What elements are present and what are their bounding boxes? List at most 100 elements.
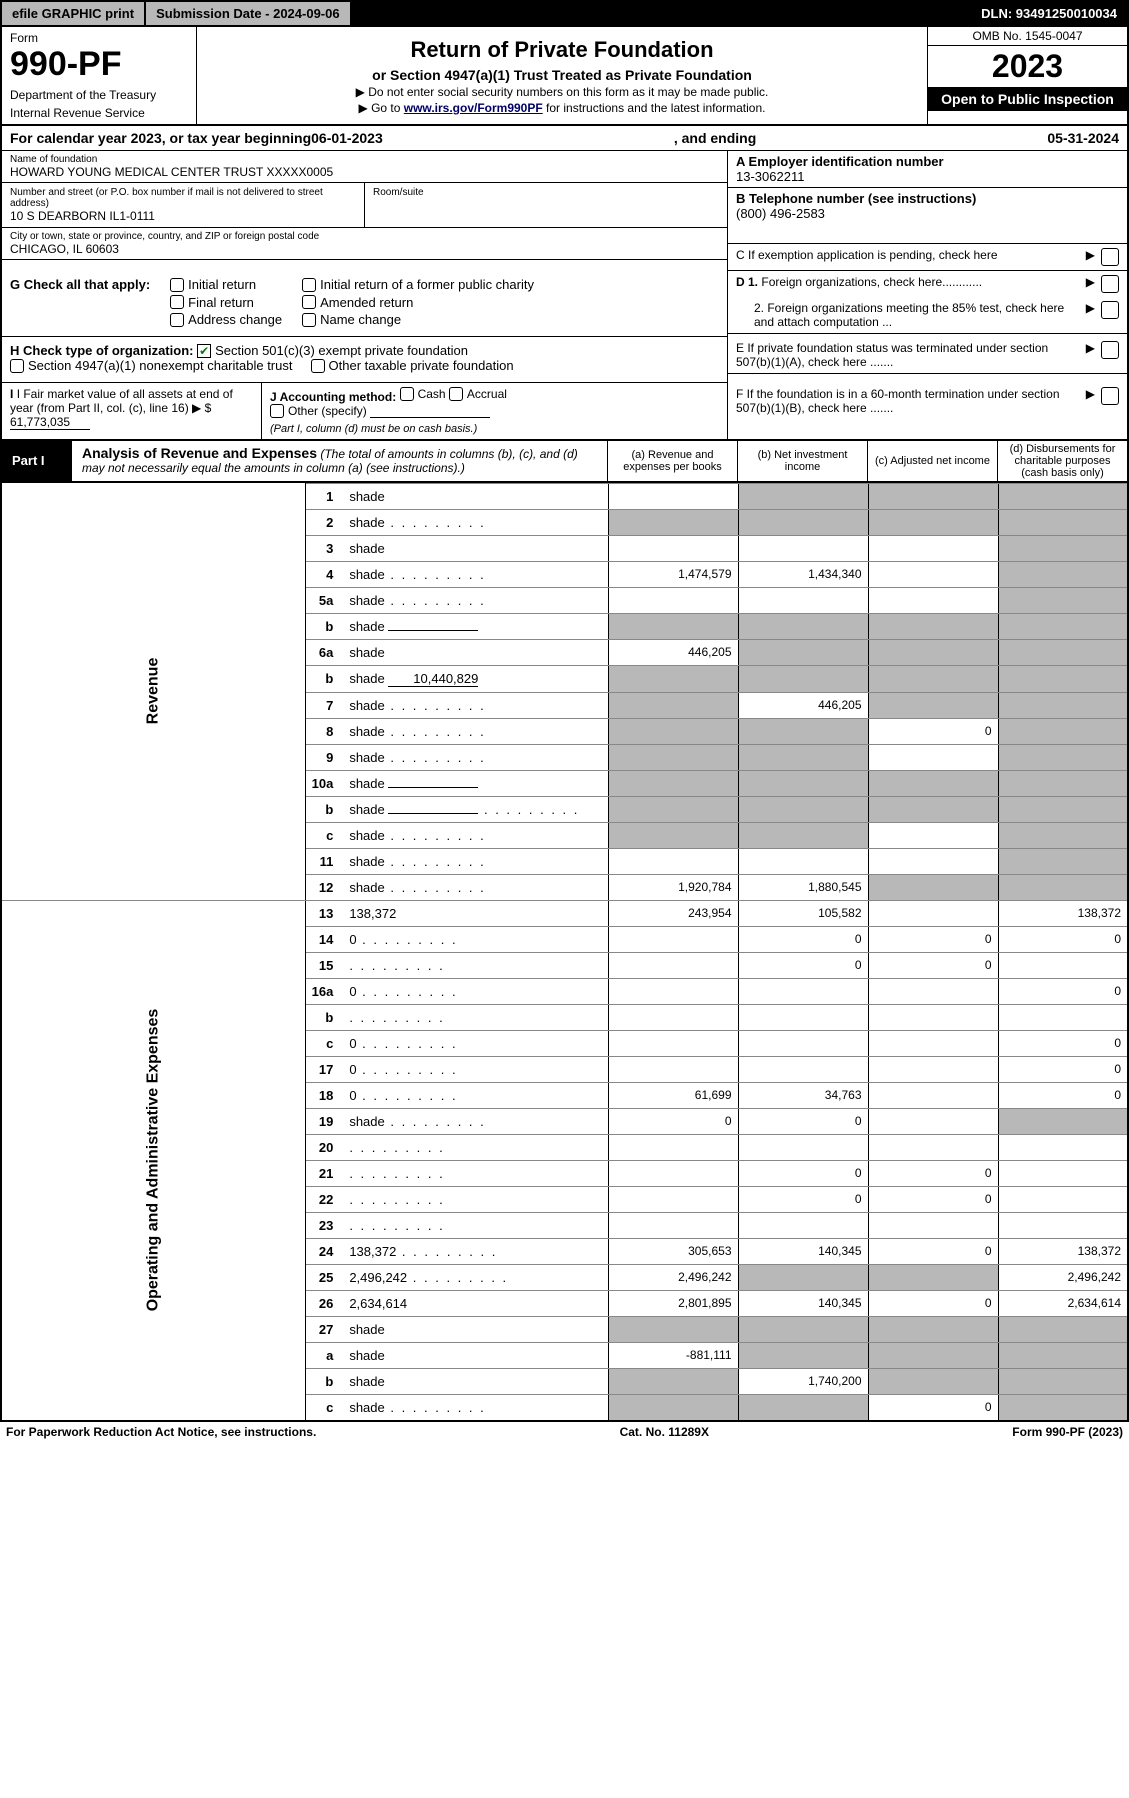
footer-left: For Paperwork Reduction Act Notice, see … xyxy=(6,1425,316,1439)
cell-shaded xyxy=(998,613,1128,639)
table-row: Revenue1shade xyxy=(1,483,1128,509)
cell-shaded xyxy=(608,692,738,718)
cell-value xyxy=(608,1056,738,1082)
line-desc: shade xyxy=(343,874,608,900)
line-desc: shade xyxy=(343,692,608,718)
cell-value xyxy=(608,587,738,613)
cell-shaded xyxy=(998,1394,1128,1421)
e-box: E If private foundation status was termi… xyxy=(727,337,1127,383)
cell-value xyxy=(998,1134,1128,1160)
h-501c3-checkbox[interactable]: ✔ xyxy=(197,344,211,358)
j-cash-checkbox[interactable] xyxy=(400,387,414,401)
cell-value xyxy=(868,744,998,770)
cell-value: 0 xyxy=(868,952,998,978)
cell-shaded xyxy=(738,1342,868,1368)
f-checkbox[interactable] xyxy=(1101,387,1119,405)
d2-row: 2. Foreign organizations meeting the 85%… xyxy=(728,297,1127,334)
cell-shaded xyxy=(868,1342,998,1368)
cell-value: 61,699 xyxy=(608,1082,738,1108)
g-final: Final return xyxy=(188,295,254,310)
line-desc: shade xyxy=(343,613,608,639)
dept-treasury: Department of the Treasury xyxy=(10,88,188,102)
line-desc: shade xyxy=(343,509,608,535)
e-checkbox[interactable] xyxy=(1101,341,1119,359)
line-desc: 0 xyxy=(343,1082,608,1108)
cell-shaded xyxy=(868,1316,998,1342)
h-other-checkbox[interactable] xyxy=(311,359,325,373)
d1-checkbox[interactable] xyxy=(1101,275,1119,293)
cell-shaded xyxy=(868,1368,998,1394)
g-final-checkbox[interactable] xyxy=(170,295,184,309)
cell-value xyxy=(608,1212,738,1238)
line-desc: 0 xyxy=(343,1030,608,1056)
cell-value xyxy=(868,1212,998,1238)
addr-value: 10 S DEARBORN IL1-0111 xyxy=(10,209,356,223)
cell-shaded xyxy=(738,744,868,770)
cell-shaded xyxy=(868,796,998,822)
open-public: Open to Public Inspection xyxy=(928,87,1127,111)
j-accrual-checkbox[interactable] xyxy=(449,387,463,401)
table-row: Operating and Administrative Expenses131… xyxy=(1,900,1128,926)
irs-link[interactable]: www.irs.gov/Form990PF xyxy=(404,101,543,115)
line-number: 10a xyxy=(305,770,343,796)
d2-checkbox[interactable] xyxy=(1101,301,1119,319)
cell-value: 140,345 xyxy=(738,1290,868,1316)
foundation-name: HOWARD YOUNG MEDICAL CENTER TRUST XXXXX0… xyxy=(10,165,719,179)
calyear-end: 05-31-2024 xyxy=(1047,130,1119,146)
cell-shaded xyxy=(998,796,1128,822)
form-label: Form xyxy=(10,31,188,45)
cell-shaded xyxy=(998,692,1128,718)
d1-row: D 1. Foreign organizations, check here..… xyxy=(728,271,1127,297)
cell-value xyxy=(998,1004,1128,1030)
h-4947: Section 4947(a)(1) nonexempt charitable … xyxy=(28,358,292,373)
cell-value: 0 xyxy=(998,1056,1128,1082)
g-initial-former: Initial return of a former public charit… xyxy=(320,277,534,292)
form-title: Return of Private Foundation xyxy=(207,37,917,63)
g-addr-checkbox[interactable] xyxy=(170,313,184,327)
cell-shaded xyxy=(608,665,738,692)
g-initial-former-checkbox[interactable] xyxy=(302,278,316,292)
cell-value xyxy=(608,1186,738,1212)
g-initial-checkbox[interactable] xyxy=(170,278,184,292)
cell-shaded xyxy=(998,1108,1128,1134)
cell-value: 0 xyxy=(738,952,868,978)
c-pending: C If exemption application is pending, c… xyxy=(728,244,1127,271)
cell-value xyxy=(868,587,998,613)
cell-value: 0 xyxy=(738,1160,868,1186)
efile-button[interactable]: efile GRAPHIC print xyxy=(2,2,146,25)
line-number: 27 xyxy=(305,1316,343,1342)
line-number: 9 xyxy=(305,744,343,770)
line-number: 15 xyxy=(305,952,343,978)
line-desc: shade xyxy=(343,587,608,613)
check-area: G Check all that apply: Initial return F… xyxy=(0,271,1129,440)
note2-post: for instructions and the latest informat… xyxy=(543,101,766,115)
g-name-checkbox[interactable] xyxy=(302,313,316,327)
cell-value xyxy=(868,822,998,848)
line-number: 25 xyxy=(305,1264,343,1290)
submission-date: Submission Date - 2024-09-06 xyxy=(146,2,352,25)
h-4947-checkbox[interactable] xyxy=(10,359,24,373)
cell-value: 1,880,545 xyxy=(738,874,868,900)
cell-shaded xyxy=(998,1342,1128,1368)
cell-shaded xyxy=(608,1368,738,1394)
c-checkbox[interactable] xyxy=(1101,248,1119,266)
j-note: (Part I, column (d) must be on cash basi… xyxy=(270,423,477,435)
form-number: 990-PF xyxy=(10,45,188,84)
cell-value xyxy=(868,1030,998,1056)
line-number: 11 xyxy=(305,848,343,874)
cell-shaded xyxy=(998,744,1128,770)
g-amended-checkbox[interactable] xyxy=(302,295,316,309)
cell-value: 0 xyxy=(868,718,998,744)
line-number: 2 xyxy=(305,509,343,535)
header-left: Form 990-PF Department of the Treasury I… xyxy=(2,27,197,124)
part1-table: Revenue1shade2shade3shade4shade1,474,579… xyxy=(0,483,1129,1422)
cell-value: 1,920,784 xyxy=(608,874,738,900)
cell-shaded xyxy=(998,848,1128,874)
j-other-checkbox[interactable] xyxy=(270,404,284,418)
line-desc: shade xyxy=(343,1368,608,1394)
cell-shaded xyxy=(998,535,1128,561)
cell-shaded xyxy=(738,1394,868,1421)
calyear-mid: , and ending xyxy=(383,130,1048,146)
name-cell: Name of foundation HOWARD YOUNG MEDICAL … xyxy=(2,151,727,183)
cell-value: 140,345 xyxy=(738,1238,868,1264)
